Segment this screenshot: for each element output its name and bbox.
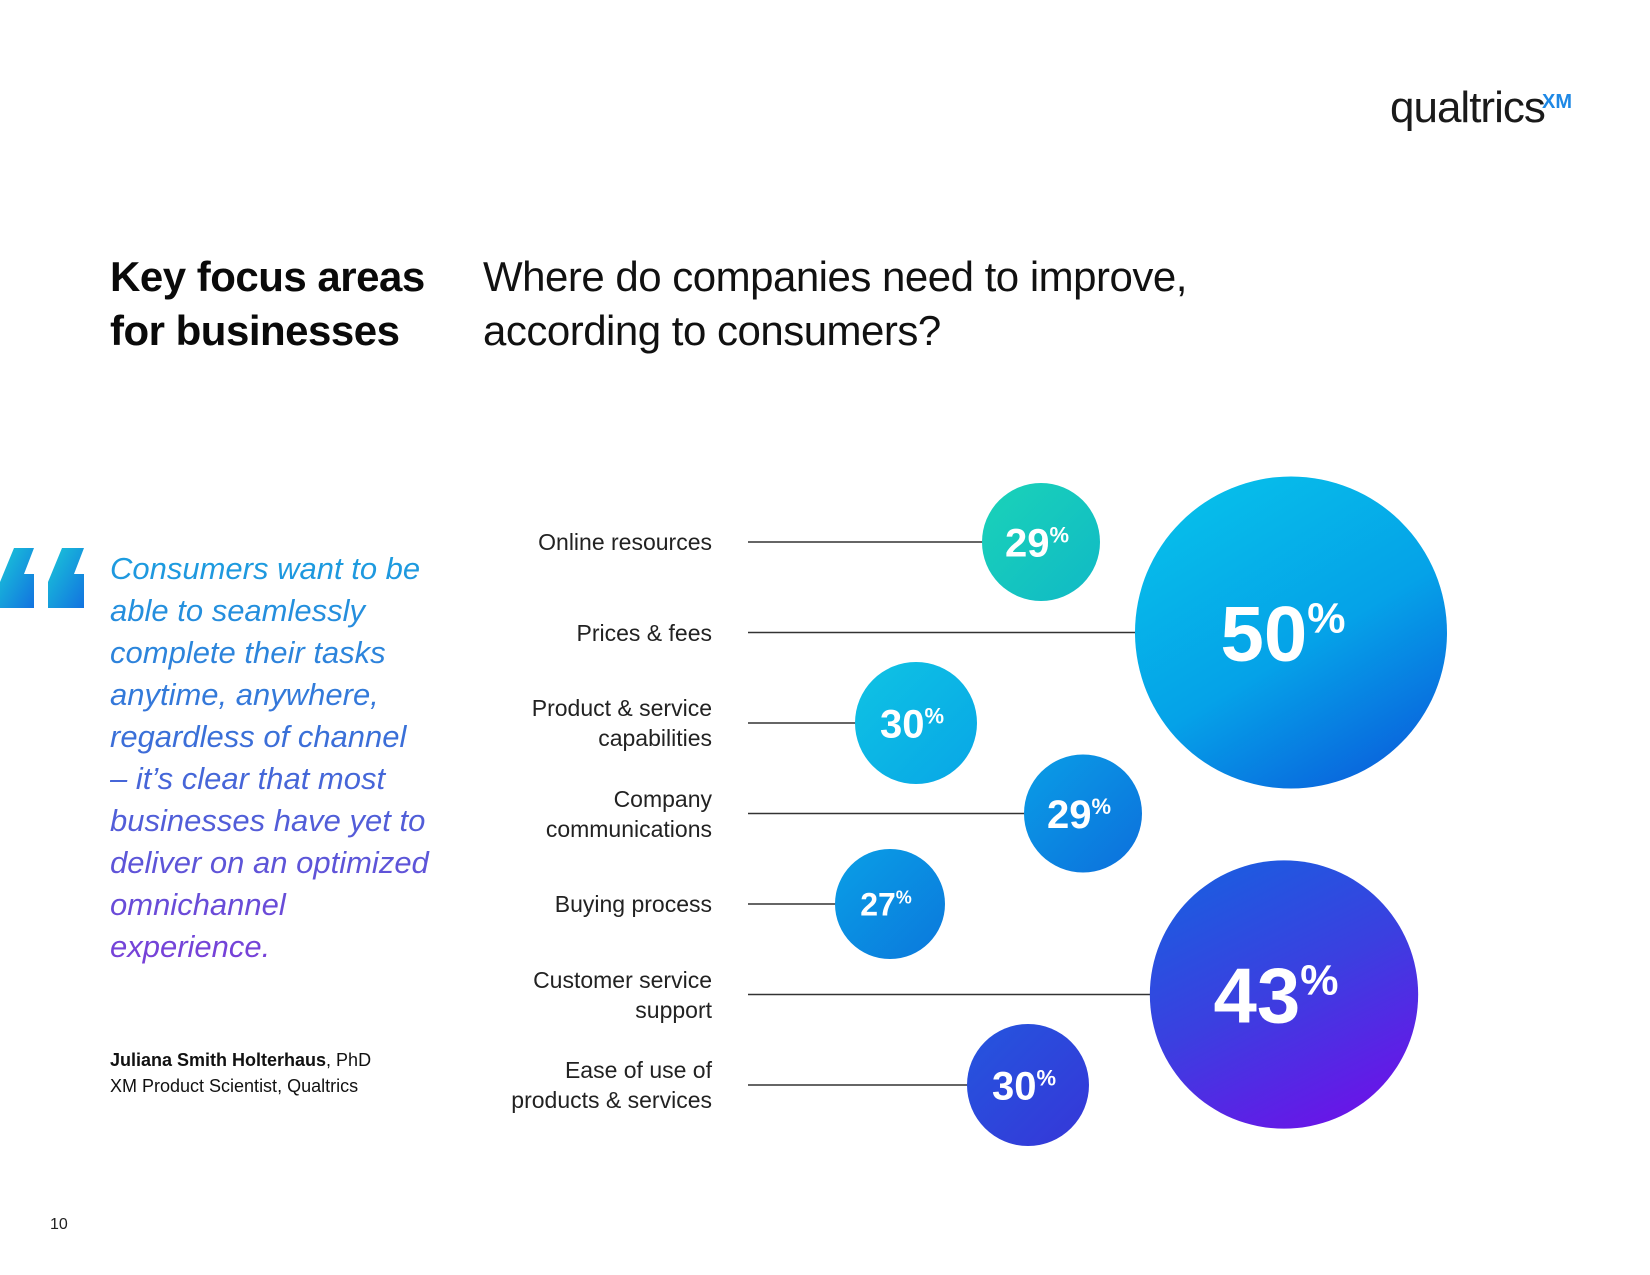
category-label: Product & service capabilities xyxy=(531,695,712,751)
section-title: Key focus areas for businesses xyxy=(110,253,425,354)
chart-title: Where do companies need to improve, acco… xyxy=(483,253,1187,354)
bubble xyxy=(1024,754,1142,873)
category-label: Ease of use of products & services xyxy=(511,1057,712,1113)
category-label: Online resources xyxy=(538,529,712,555)
author-role: XM Product Scientist, Qualtrics xyxy=(110,1076,359,1096)
data-label: 27% xyxy=(860,887,912,923)
bubble xyxy=(982,483,1100,601)
quote-mark-icon xyxy=(0,548,84,608)
bubble xyxy=(855,662,977,784)
pull-quote: Consumers want to be able to seamlessly … xyxy=(110,548,430,968)
bubble xyxy=(835,849,945,959)
data-label: 43% xyxy=(1214,952,1339,1040)
logo-xm-mark: XM xyxy=(1542,91,1572,113)
data-label: 30% xyxy=(880,702,944,746)
quote-attribution: Juliana Smith Holterhaus, PhD XM Product… xyxy=(110,1047,440,1099)
bubble xyxy=(1135,476,1447,789)
qualtrics-logo: qualtrics XM xyxy=(1390,78,1572,138)
data-label: 29% xyxy=(1005,521,1069,565)
logo-wordmark: qualtrics xyxy=(1390,83,1546,132)
bubble xyxy=(967,1024,1089,1146)
category-label: Buying process xyxy=(554,891,712,917)
bubble xyxy=(1149,860,1419,1129)
category-label: Company communications xyxy=(545,785,712,842)
data-label: 30% xyxy=(992,1064,1056,1108)
page-number: 10 xyxy=(50,1216,68,1233)
data-label: 29% xyxy=(1047,793,1111,837)
data-label: 50% xyxy=(1221,590,1346,678)
category-label: Customer service support xyxy=(533,966,712,1023)
category-label: Prices & fees xyxy=(576,619,713,646)
author-credential: , PhD xyxy=(326,1050,372,1070)
author-name: Juliana Smith Holterhaus xyxy=(110,1050,327,1070)
